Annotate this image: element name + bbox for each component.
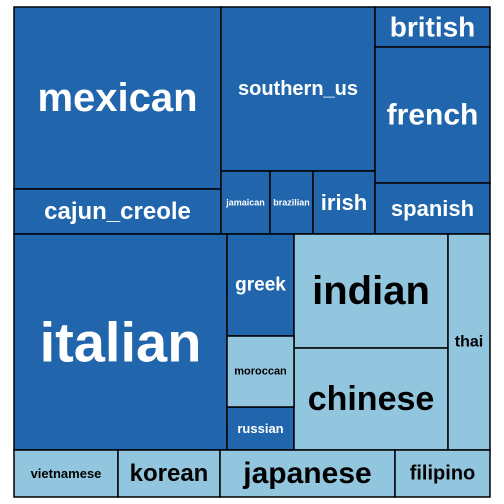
treemap-cell-vietnamese [13, 449, 119, 498]
treemap-cell-southern-us [220, 6, 376, 172]
treemap-cell-chinese [293, 347, 449, 451]
treemap-label-irish: irish [321, 190, 367, 215]
treemap-label-indian: indian [312, 269, 430, 313]
treemap-label-british: british [390, 12, 476, 43]
treemap-label-filipino: filipino [410, 463, 476, 485]
treemap-label-mexican: mexican [37, 76, 197, 120]
treemap-label-moroccan: moroccan [234, 366, 287, 378]
treemap-label-cajun-creole: cajun_creole [44, 198, 191, 225]
treemap-label-spanish: spanish [391, 196, 474, 221]
treemap-label-brazilian: brazilian [273, 198, 310, 208]
treemap-label-vietnamese: vietnamese [31, 466, 102, 481]
treemap-label-italian: italian [40, 311, 202, 374]
treemap-label-japanese: japanese [242, 457, 371, 490]
treemap-cell-russian [226, 406, 295, 451]
treemap-cell-jamaican [220, 170, 271, 235]
treemap-cell-japanese [219, 449, 396, 498]
treemap-label-greek: greek [235, 275, 286, 296]
treemap-label-thai: thai [455, 334, 483, 351]
treemap-label-french: french [387, 99, 479, 132]
treemap-cell-filipino [394, 449, 491, 498]
treemap-label-jamaican: jamaican [225, 198, 265, 208]
treemap-label-southern-us: southern_us [238, 78, 358, 100]
treemap-cell-indian [293, 233, 449, 349]
treemap-cell-italian [13, 233, 228, 451]
treemap-cell-irish [312, 170, 376, 235]
treemap-label-korean: korean [130, 460, 209, 487]
treemap-label-russian: russian [237, 421, 283, 436]
treemap-cell-mexican [13, 6, 222, 190]
treemap-cell-french [374, 46, 491, 184]
treemap-cell-moroccan [226, 335, 295, 408]
treemap-cell-korean [117, 449, 221, 498]
treemap-label-chinese: chinese [308, 380, 435, 418]
